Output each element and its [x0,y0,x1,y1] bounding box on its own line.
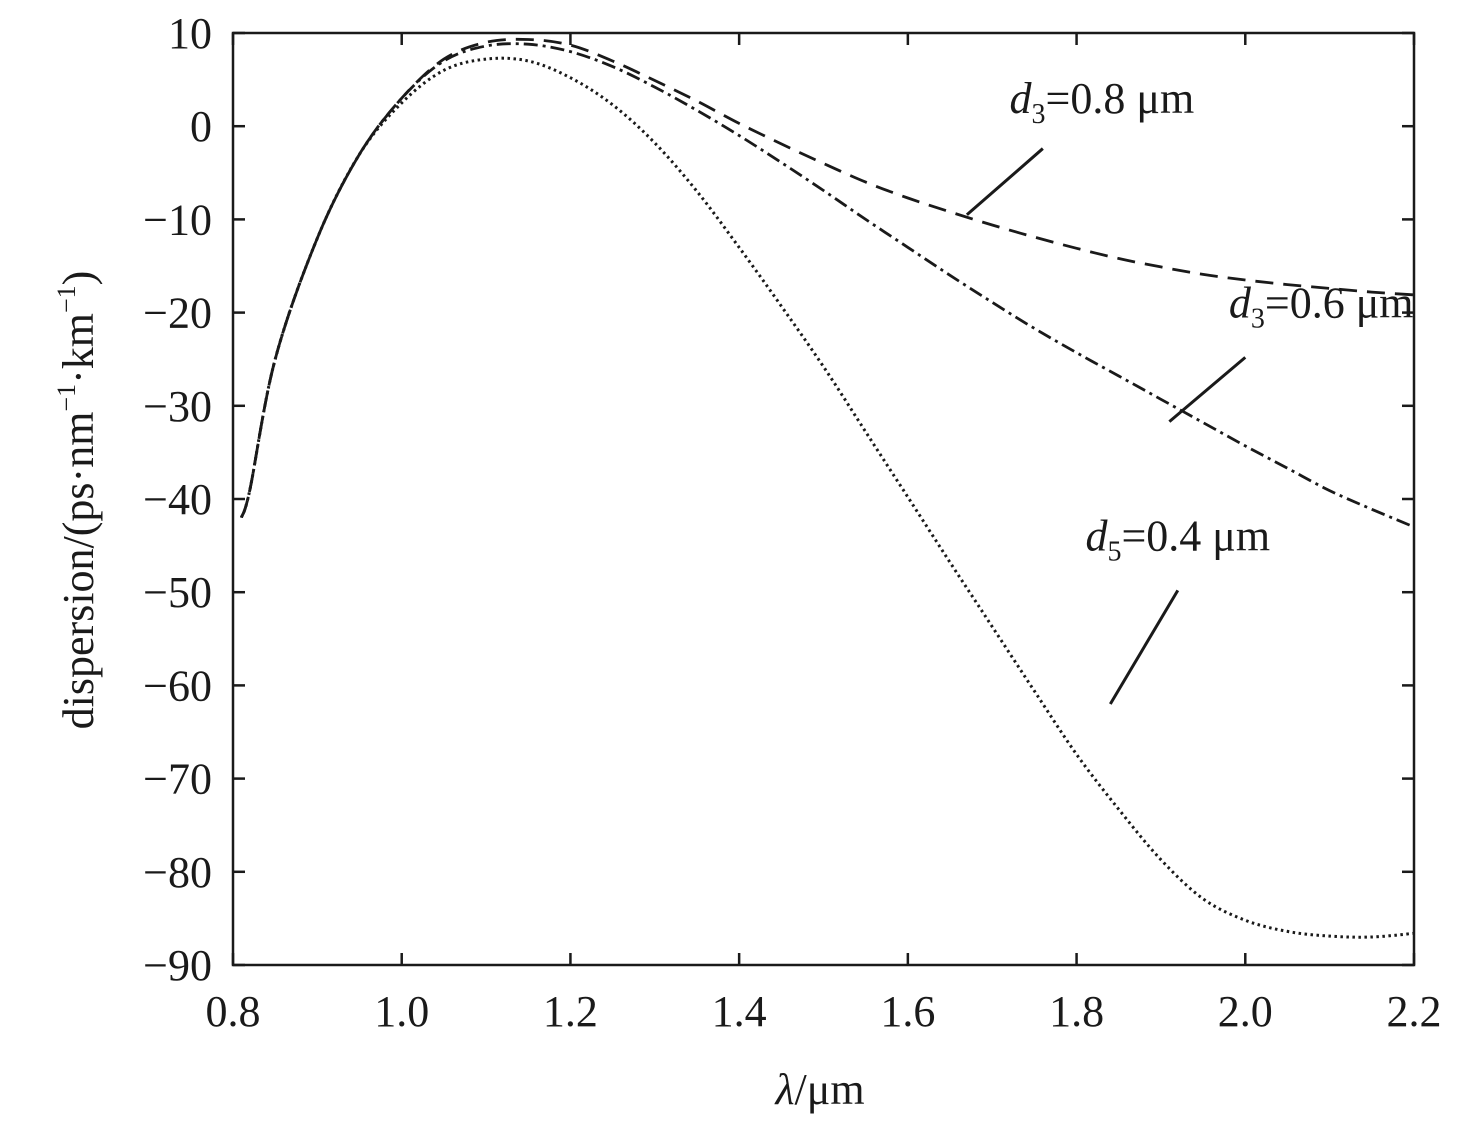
annotation-leader-line [1109,589,1180,705]
y-tick-label: 0 [190,102,212,151]
x-tick-label: 0.8 [206,987,261,1036]
x-axis-title: λ/μm [773,1065,864,1114]
y-tick-label: −50 [143,568,212,617]
y-tick-label: −60 [143,661,212,710]
y-axis-ticks: 10 0 −10 −20 −30 −40 −50 −60 −70 −80 −90 [143,9,1414,990]
x-tick-label: 1.8 [1049,987,1104,1036]
annotation-leader-line [1168,356,1247,423]
x-tick-label: 2.2 [1387,987,1442,1036]
y-tick-label: −30 [143,382,212,431]
series-layer [239,37,1415,939]
x-tick-label: 2.0 [1218,987,1273,1036]
annotation-label: d3=0.8 μm [1010,74,1195,130]
series-line-dashed [240,37,1415,519]
x-tick-label: 1.2 [543,987,598,1036]
y-tick-label: 10 [168,9,212,58]
series-line-dotted [239,56,1415,939]
y-tick-label: −10 [143,195,212,244]
x-axis-ticks: 0.8 1.0 1.2 1.4 1.6 1.8 2.0 2.2 [206,33,1442,1036]
y-axis-title: dispersion/(ps·nm−1·km−1) [52,271,103,730]
y-tick-label: −20 [143,289,212,338]
x-tick-label: 1.4 [712,987,767,1036]
plot-area [231,31,1416,967]
x-tick-label: 1.6 [880,987,935,1036]
annotation-layer: d3=0.8 μm d3=0.6 μm d5=0.4 μm [965,74,1414,705]
annotation-label: d3=0.6 μm [1229,278,1414,334]
y-tick-label: −70 [143,755,212,804]
y-tick-label: −80 [143,848,212,897]
y-tick-label: −90 [143,941,212,990]
annotation-label: d5=0.4 μm [1085,511,1270,567]
x-tick-label: 1.0 [374,987,429,1036]
y-tick-label: −40 [143,475,212,524]
annotation-leader-line [965,147,1044,216]
